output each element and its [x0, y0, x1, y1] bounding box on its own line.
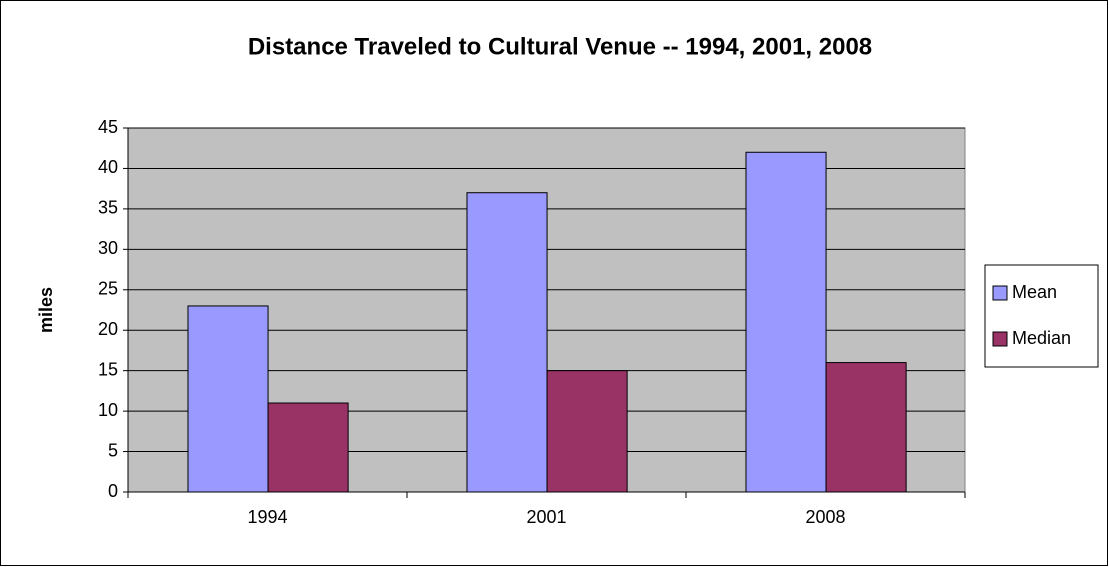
y-tick-label: 10: [98, 400, 118, 420]
y-tick-label: 30: [98, 238, 118, 258]
y-tick-label: 25: [98, 279, 118, 299]
y-tick-label: 40: [98, 157, 118, 177]
bar: [267, 402, 349, 493]
bar: [825, 362, 907, 493]
bar: [546, 370, 628, 493]
y-tick-label: 0: [108, 481, 118, 501]
bar: [466, 192, 548, 493]
x-tick-label: 2008: [805, 507, 845, 527]
y-tick-label: 15: [98, 359, 118, 379]
legend-label: Mean: [1012, 282, 1057, 302]
y-tick-label: 45: [98, 117, 118, 137]
legend-label: Median: [1012, 328, 1071, 348]
x-tick-label: 1994: [247, 507, 287, 527]
y-axis-label: miles: [36, 287, 56, 333]
y-tick-label: 35: [98, 198, 118, 218]
legend-swatch: [992, 331, 1008, 347]
bar: [745, 151, 827, 493]
y-tick-label: 5: [108, 440, 118, 460]
x-tick-label: 2001: [526, 507, 566, 527]
bar: [187, 305, 269, 493]
y-tick-label: 20: [98, 319, 118, 339]
legend-box: [984, 264, 1099, 368]
legend-swatch: [992, 285, 1008, 301]
chart-title: Distance Traveled to Cultural Venue -- 1…: [248, 33, 872, 60]
